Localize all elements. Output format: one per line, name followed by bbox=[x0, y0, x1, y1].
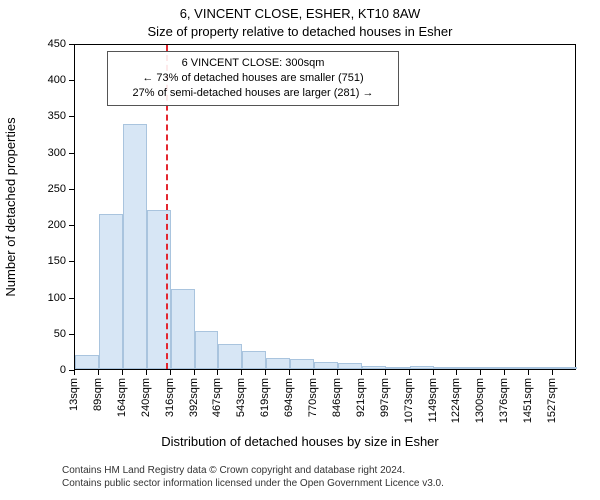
y-tick-label: 400 bbox=[36, 74, 66, 86]
x-tick-mark bbox=[265, 370, 266, 375]
x-tick-mark bbox=[480, 370, 481, 375]
y-tick-label: 450 bbox=[36, 38, 66, 50]
histogram-bar bbox=[362, 366, 386, 369]
histogram-bar bbox=[195, 331, 219, 369]
x-tick-label: 1224sqm bbox=[450, 378, 462, 423]
y-axis-label: Number of detached properties bbox=[3, 117, 18, 296]
histogram-bar bbox=[314, 362, 338, 369]
y-tick-label: 350 bbox=[36, 110, 66, 122]
histogram-bar bbox=[75, 355, 99, 369]
y-tick-label: 200 bbox=[36, 219, 66, 231]
histogram-bar bbox=[529, 367, 553, 369]
x-tick-mark bbox=[217, 370, 218, 375]
x-tick-label: 770sqm bbox=[307, 378, 319, 417]
histogram-bar bbox=[123, 124, 147, 369]
histogram-bar bbox=[553, 367, 577, 369]
x-tick-label: 921sqm bbox=[355, 378, 367, 417]
histogram-bar bbox=[290, 359, 314, 369]
x-tick-label: 1073sqm bbox=[403, 378, 415, 423]
x-tick-label: 164sqm bbox=[116, 378, 128, 417]
histogram-bar bbox=[410, 366, 434, 369]
histogram-bar bbox=[338, 363, 362, 369]
x-tick-label: 240sqm bbox=[140, 378, 152, 417]
histogram-bar bbox=[171, 289, 195, 369]
footer-line-1: Contains HM Land Registry data © Crown c… bbox=[62, 464, 444, 477]
y-tick-label: 0 bbox=[36, 364, 66, 376]
y-tick-label: 150 bbox=[36, 255, 66, 267]
x-tick-mark bbox=[361, 370, 362, 375]
x-tick-mark bbox=[194, 370, 195, 375]
y-tick-label: 300 bbox=[36, 147, 66, 159]
x-tick-label: 997sqm bbox=[379, 378, 391, 417]
histogram-bar bbox=[505, 367, 529, 369]
x-tick-mark bbox=[504, 370, 505, 375]
x-tick-mark bbox=[122, 370, 123, 375]
y-tick-mark bbox=[69, 116, 74, 117]
annotation-line-3: 27% of semi-detached houses are larger (… bbox=[116, 86, 390, 101]
histogram-bar bbox=[218, 344, 242, 369]
histogram-bar bbox=[481, 367, 505, 369]
x-tick-mark bbox=[456, 370, 457, 375]
histogram-bar bbox=[457, 367, 481, 369]
histogram-bar bbox=[242, 351, 266, 369]
x-tick-mark bbox=[337, 370, 338, 375]
y-tick-label: 50 bbox=[36, 328, 66, 340]
y-tick-mark bbox=[69, 80, 74, 81]
y-tick-mark bbox=[69, 189, 74, 190]
x-tick-label: 13sqm bbox=[68, 378, 80, 411]
x-tick-label: 694sqm bbox=[283, 378, 295, 417]
footer-line-2: Contains public sector information licen… bbox=[62, 477, 444, 490]
plot-area: 6 VINCENT CLOSE: 300sqm ← 73% of detache… bbox=[74, 44, 576, 370]
chart-title-line2: Size of property relative to detached ho… bbox=[0, 24, 600, 39]
x-tick-mark bbox=[433, 370, 434, 375]
y-tick-mark bbox=[69, 334, 74, 335]
y-tick-label: 250 bbox=[36, 183, 66, 195]
footer-attribution: Contains HM Land Registry data © Crown c… bbox=[62, 464, 444, 490]
x-tick-label: 89sqm bbox=[92, 378, 104, 411]
chart-title-line1: 6, VINCENT CLOSE, ESHER, KT10 8AW bbox=[0, 6, 600, 21]
x-tick-label: 392sqm bbox=[188, 378, 200, 417]
x-tick-mark bbox=[98, 370, 99, 375]
y-tick-mark bbox=[69, 153, 74, 154]
annotation-line-1: 6 VINCENT CLOSE: 300sqm bbox=[116, 56, 390, 71]
y-tick-label: 100 bbox=[36, 292, 66, 304]
x-tick-mark bbox=[146, 370, 147, 375]
x-tick-label: 846sqm bbox=[331, 378, 343, 417]
y-tick-mark bbox=[69, 44, 74, 45]
histogram-bar bbox=[434, 367, 458, 369]
x-tick-mark bbox=[552, 370, 553, 375]
x-tick-label: 619sqm bbox=[259, 378, 271, 417]
x-tick-label: 316sqm bbox=[164, 378, 176, 417]
x-tick-mark bbox=[74, 370, 75, 375]
x-tick-label: 1149sqm bbox=[427, 378, 439, 422]
histogram-bar bbox=[266, 358, 290, 369]
y-tick-mark bbox=[69, 298, 74, 299]
x-tick-mark bbox=[528, 370, 529, 375]
x-tick-mark bbox=[313, 370, 314, 375]
histogram-bar bbox=[99, 214, 123, 369]
x-tick-mark bbox=[289, 370, 290, 375]
annotation-box: 6 VINCENT CLOSE: 300sqm ← 73% of detache… bbox=[107, 51, 399, 106]
y-tick-mark bbox=[69, 225, 74, 226]
x-tick-label: 543sqm bbox=[235, 378, 247, 417]
histogram-bar bbox=[386, 367, 410, 369]
annotation-line-2: ← 73% of detached houses are smaller (75… bbox=[116, 71, 390, 86]
x-tick-mark bbox=[409, 370, 410, 375]
x-tick-mark bbox=[170, 370, 171, 375]
x-tick-label: 1527sqm bbox=[546, 378, 558, 423]
x-tick-label: 467sqm bbox=[211, 378, 223, 417]
x-axis-label: Distribution of detached houses by size … bbox=[0, 434, 600, 449]
x-tick-mark bbox=[385, 370, 386, 375]
x-tick-label: 1376sqm bbox=[498, 378, 510, 423]
x-tick-mark bbox=[241, 370, 242, 375]
x-tick-label: 1300sqm bbox=[474, 378, 486, 423]
x-tick-label: 1451sqm bbox=[522, 378, 534, 423]
y-tick-mark bbox=[69, 261, 74, 262]
